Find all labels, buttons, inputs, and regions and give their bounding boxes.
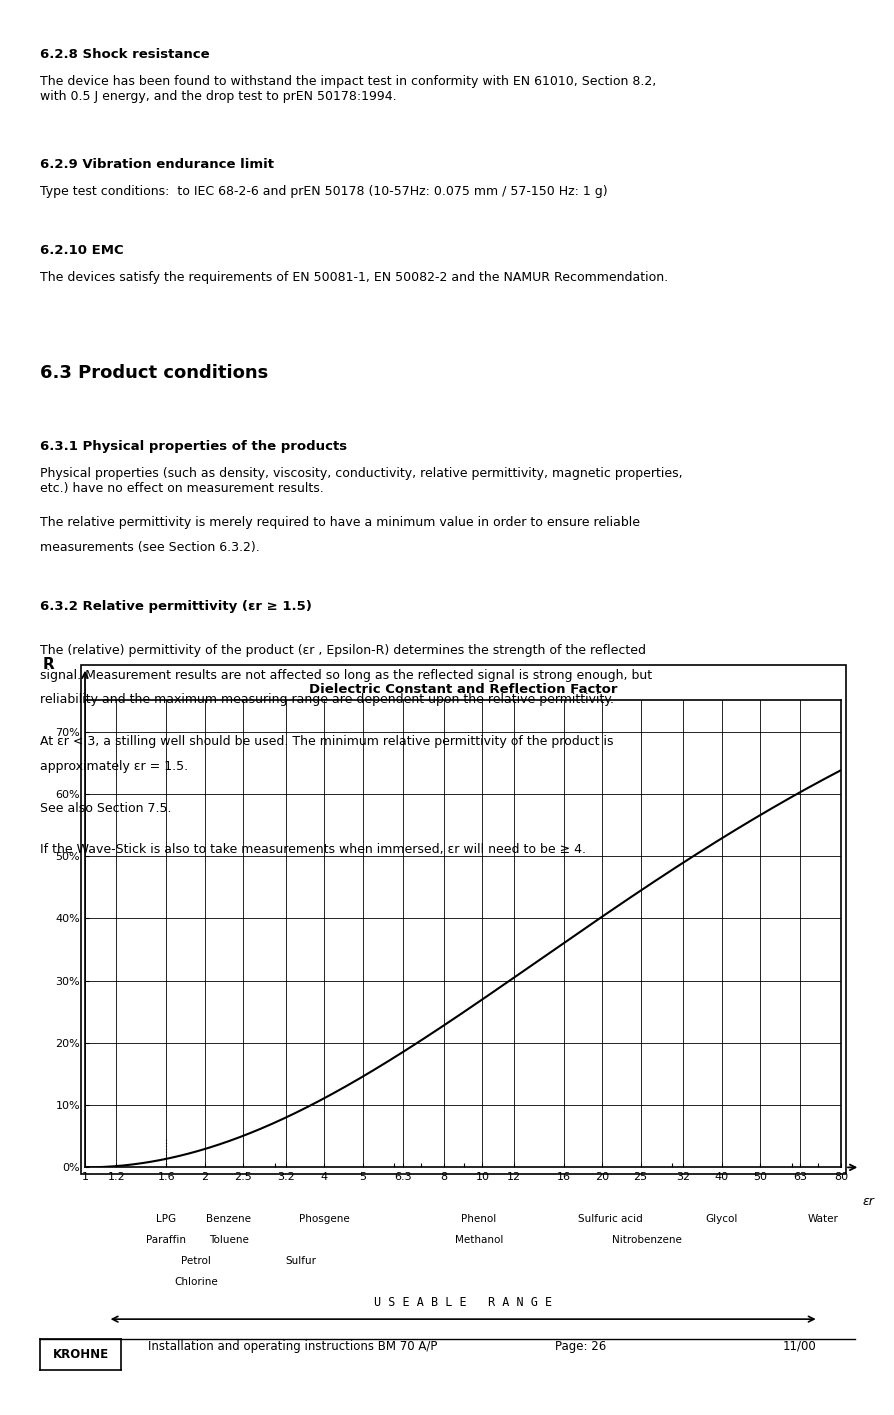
Text: 6.2.9 Vibration endurance limit: 6.2.9 Vibration endurance limit (40, 158, 274, 171)
Text: Sulfur: Sulfur (285, 1257, 316, 1266)
Text: At εr < 3, a stilling well should be used. The minimum relative permittivity of : At εr < 3, a stilling well should be use… (40, 736, 613, 749)
Text: See also Section 7.5.: See also Section 7.5. (40, 802, 172, 815)
Text: Installation and operating instructions BM 70 A/P: Installation and operating instructions … (148, 1340, 436, 1353)
Text: 6.2.8 Shock resistance: 6.2.8 Shock resistance (40, 48, 210, 61)
Text: 6.3 Product conditions: 6.3 Product conditions (40, 364, 268, 382)
Text: The relative permittivity is merely required to have a minimum value in order to: The relative permittivity is merely requ… (40, 516, 639, 529)
Text: measurements (see Section 6.3.2).: measurements (see Section 6.3.2). (40, 542, 260, 555)
Text: reliability and the maximum measuring range are dependent upon the relative perm: reliability and the maximum measuring ra… (40, 693, 613, 706)
Text: Water: Water (806, 1214, 838, 1224)
Text: If the Wave-Stick is also to take measurements when immersed, εr will need to be: If the Wave-Stick is also to take measur… (40, 843, 586, 856)
Text: The device has been found to withstand the impact test in conformity with EN 610: The device has been found to withstand t… (40, 75, 656, 103)
Text: 6.2.10 EMC: 6.2.10 EMC (40, 245, 123, 258)
Text: Methanol: Methanol (454, 1235, 502, 1245)
Text: Nitrobenzene: Nitrobenzene (611, 1235, 681, 1245)
Text: Phosgene: Phosgene (299, 1214, 350, 1224)
Text: 6.3.1 Physical properties of the products: 6.3.1 Physical properties of the product… (40, 440, 347, 453)
Text: Benzene: Benzene (206, 1214, 251, 1224)
Text: Sulfuric acid: Sulfuric acid (578, 1214, 642, 1224)
Text: Paraffin: Paraffin (146, 1235, 186, 1245)
Text: Physical properties (such as density, viscosity, conductivity, relative permitti: Physical properties (such as density, vi… (40, 467, 682, 495)
Title: Dielectric Constant and Reflection Factor: Dielectric Constant and Reflection Facto… (308, 683, 617, 696)
Text: Chlorine: Chlorine (173, 1278, 217, 1288)
Text: KROHNE: KROHNE (53, 1347, 108, 1361)
Text: The devices satisfy the requirements of EN 50081-1, EN 50082-2 and the NAMUR Rec: The devices satisfy the requirements of … (40, 272, 668, 284)
Text: Page: 26: Page: 26 (554, 1340, 605, 1353)
Text: approximately εr = 1.5.: approximately εr = 1.5. (40, 760, 189, 773)
Text: Petrol: Petrol (181, 1257, 210, 1266)
Text: signal. Measurement results are not affected so long as the reflected signal is : signal. Measurement results are not affe… (40, 669, 652, 682)
Text: Toluene: Toluene (208, 1235, 249, 1245)
Text: 6.3.2 Relative permittivity (εr ≥ 1.5): 6.3.2 Relative permittivity (εr ≥ 1.5) (40, 600, 312, 613)
Text: Type test conditions:  to IEC 68-2-6 and prEN 50178 (10-57Hz: 0.075 mm / 57-150 : Type test conditions: to IEC 68-2-6 and … (40, 185, 607, 198)
Text: Glycol: Glycol (704, 1214, 737, 1224)
Text: LPG: LPG (156, 1214, 176, 1224)
Text: Phenol: Phenol (460, 1214, 496, 1224)
Text: R: R (43, 658, 55, 672)
Text: 11/00: 11/00 (782, 1340, 816, 1353)
Text: The (relative) permittivity of the product (εr , Epsilon-R) determines the stren: The (relative) permittivity of the produ… (40, 644, 645, 657)
Text: εr: εr (862, 1196, 873, 1208)
Text: U S E A B L E   R A N G E: U S E A B L E R A N G E (374, 1296, 552, 1309)
